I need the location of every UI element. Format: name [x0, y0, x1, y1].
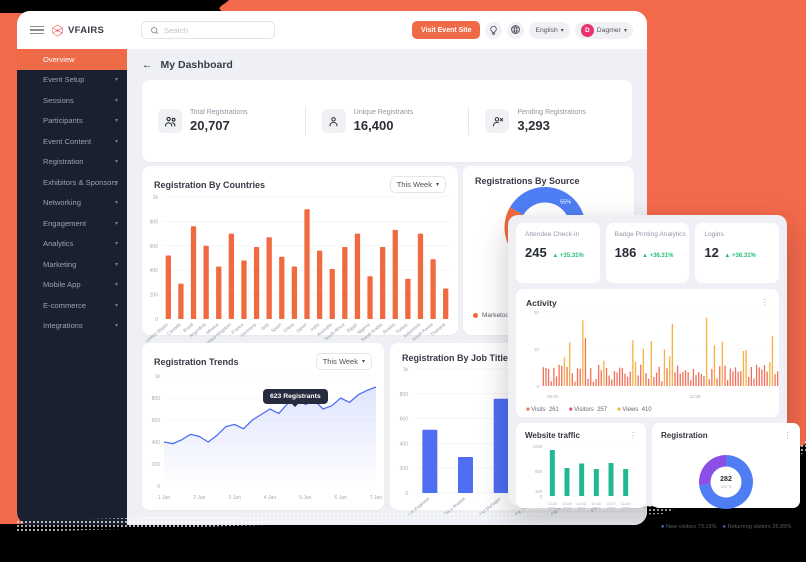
svg-text:600: 600 — [150, 244, 159, 250]
svg-text:Italy: Italy — [260, 321, 270, 331]
svg-text:0: 0 — [540, 494, 543, 499]
svg-text:2024: 2024 — [607, 507, 615, 511]
svg-text:10: 10 — [534, 347, 540, 352]
svg-text:800: 800 — [152, 396, 161, 402]
svg-text:2024: 2024 — [578, 507, 586, 511]
svg-text:1k: 1k — [155, 374, 161, 380]
svg-text:400: 400 — [152, 440, 161, 446]
svg-text:100 %: 100 % — [720, 484, 732, 489]
svg-text:2024: 2024 — [563, 507, 571, 511]
svg-text:1k: 1k — [403, 367, 409, 373]
svg-text:Japan: Japan — [295, 322, 308, 334]
svg-text:4 Jan: 4 Jan — [264, 495, 276, 501]
svg-text:11/18/: 11/18/ — [547, 502, 557, 506]
svg-text:55%: 55% — [560, 200, 571, 206]
svg-text:6 Jan: 6 Jan — [335, 495, 347, 501]
svg-text:282: 282 — [720, 476, 732, 483]
svg-text:800: 800 — [400, 392, 409, 398]
svg-text:0: 0 — [536, 384, 539, 389]
svg-text:2 Jan: 2 Jan — [193, 495, 205, 501]
svg-text:1000: 1000 — [533, 444, 543, 449]
svg-text:0: 0 — [157, 484, 160, 490]
svg-text:0: 0 — [405, 491, 408, 497]
svg-text:2024: 2024 — [592, 507, 600, 511]
svg-text:2024: 2024 — [622, 507, 630, 511]
svg-text:11/18/: 11/18/ — [621, 502, 631, 506]
svg-text:400: 400 — [150, 268, 159, 274]
svg-text:600: 600 — [152, 418, 161, 424]
svg-text:1 Jan: 1 Jan — [158, 495, 170, 501]
svg-text:China: China — [283, 322, 296, 334]
svg-text:12:08: 12:08 — [689, 394, 701, 399]
svg-text:200: 200 — [150, 293, 159, 299]
svg-text:11/16/: 11/16/ — [562, 502, 572, 506]
svg-text:3 Jan: 3 Jan — [229, 495, 241, 501]
svg-text:800: 800 — [150, 219, 159, 225]
svg-text:Canada: Canada — [166, 322, 182, 336]
svg-text:200: 200 — [152, 462, 161, 468]
svg-text:400: 400 — [400, 441, 409, 447]
svg-text:20: 20 — [534, 310, 540, 315]
svg-text:11/16/: 11/16/ — [577, 502, 587, 506]
svg-text:600: 600 — [400, 417, 409, 423]
svg-text:5 Jan: 5 Jan — [299, 495, 311, 501]
svg-text:2024: 2024 — [548, 507, 556, 511]
svg-text:0: 0 — [155, 317, 158, 323]
svg-text:500: 500 — [535, 469, 543, 474]
svg-text:100: 100 — [535, 489, 543, 494]
svg-text:200: 200 — [400, 466, 409, 472]
svg-text:11/18/: 11/18/ — [591, 502, 601, 506]
svg-text:11/17/: 11/17/ — [606, 502, 616, 506]
svg-text:08:00: 08:00 — [547, 394, 559, 399]
svg-text:Russia: Russia — [382, 322, 396, 335]
svg-text:7 Jan: 7 Jan — [370, 495, 382, 501]
svg-text:1k: 1k — [153, 195, 159, 201]
svg-text:Spain: Spain — [270, 322, 283, 334]
